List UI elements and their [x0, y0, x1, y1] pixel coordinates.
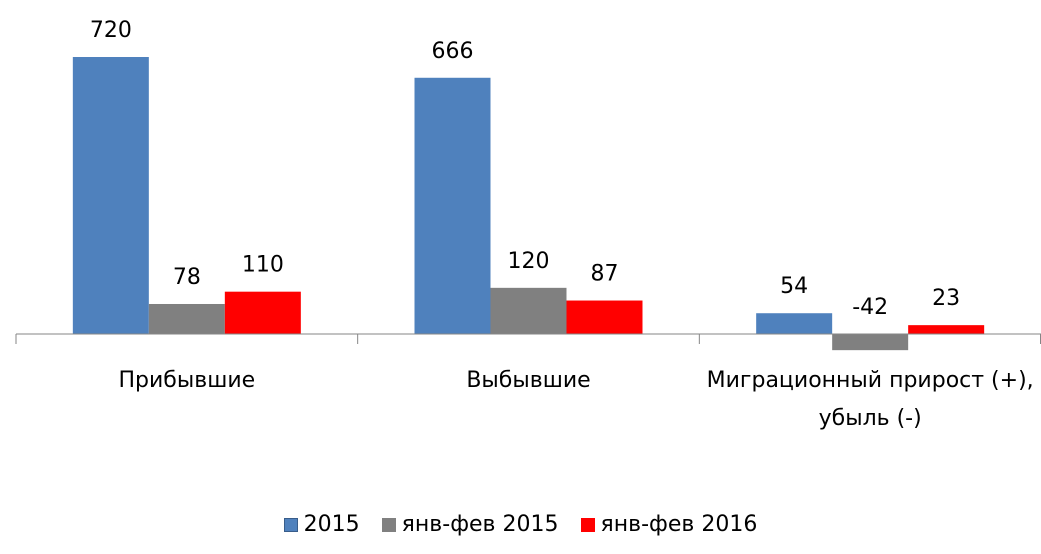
- data-label: 54: [780, 274, 808, 299]
- data-label: 87: [591, 262, 619, 287]
- legend: 2015 янв-фев 2015 янв-фев 2016: [0, 512, 1041, 537]
- legend-label: янв-фев 2016: [600, 512, 758, 537]
- data-label: 666: [432, 39, 474, 64]
- x-tick-label: Миграционный прирост (+), убыль (-): [706, 368, 1034, 431]
- legend-swatch: [580, 517, 595, 532]
- bar: [566, 300, 643, 334]
- x-tick-label: Выбывшие: [466, 368, 591, 393]
- data-label: 110: [242, 253, 284, 278]
- bar: [490, 287, 567, 334]
- legend-item: 2015: [283, 512, 360, 537]
- bar: [224, 291, 301, 334]
- bar: [72, 57, 149, 334]
- bar: [832, 334, 909, 351]
- bar: [756, 313, 833, 334]
- data-label: 120: [508, 249, 550, 274]
- bar: [414, 77, 491, 335]
- data-label: 23: [932, 286, 960, 311]
- bar: [908, 325, 985, 334]
- legend-swatch: [283, 517, 298, 532]
- x-tick-label: Прибывшие: [118, 368, 256, 393]
- data-label: 78: [173, 265, 201, 290]
- legend-label: янв-фев 2015: [401, 512, 559, 537]
- data-label: -42: [852, 295, 888, 320]
- legend-item: янв-фев 2016: [580, 512, 758, 537]
- bar: [148, 303, 225, 334]
- data-label: 720: [90, 18, 132, 43]
- legend-label: 2015: [303, 512, 360, 537]
- legend-item: янв-фев 2015: [381, 512, 559, 537]
- legend-swatch: [381, 517, 396, 532]
